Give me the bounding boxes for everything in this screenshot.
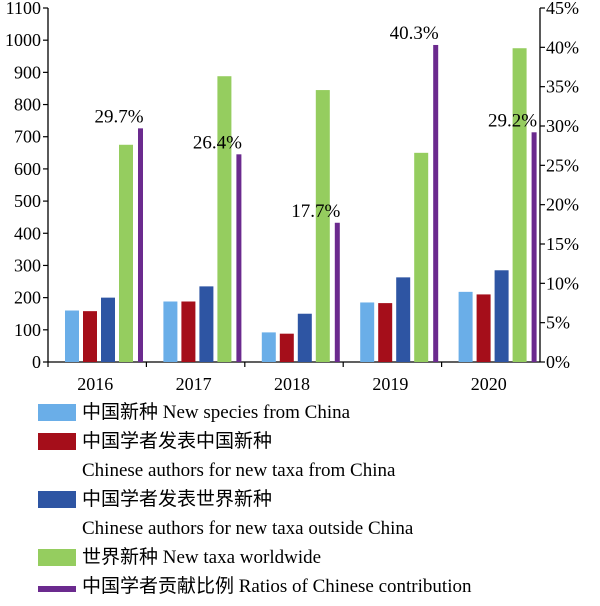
x-tick-label: 2020 bbox=[471, 374, 507, 394]
bar-2016-series-0 bbox=[65, 310, 79, 362]
bar-2017-series-4 bbox=[236, 154, 242, 362]
legend-label-line1: 中国学者发表世界新种 bbox=[82, 489, 273, 510]
right-tick-label: 15% bbox=[546, 234, 579, 254]
legend-swatch bbox=[38, 433, 76, 450]
data-label-2019: 40.3% bbox=[390, 23, 439, 44]
chart: 0 100 200 300 400 500 600 700 800 900 1000 1100 0% 5%… bbox=[5, 0, 579, 394]
bar-2016-series-2 bbox=[101, 297, 115, 362]
data-label-2020: 29.2% bbox=[488, 110, 537, 131]
legend-item: 世界新种 New taxa worldwide bbox=[38, 543, 598, 572]
left-tick-label: 0 bbox=[32, 352, 41, 372]
bar-2020-series-4 bbox=[531, 132, 537, 362]
left-tick-label: 500 bbox=[14, 191, 41, 211]
right-tick-label: 25% bbox=[546, 155, 579, 175]
legend-label-line1: 中国学者贡献比例 Ratios of Chinese contribution bbox=[82, 576, 472, 597]
bar-2017-series-0 bbox=[163, 301, 178, 362]
left-tick-label: 1000 bbox=[5, 30, 41, 50]
left-tick-label: 900 bbox=[14, 62, 41, 82]
bar-2019-series-4 bbox=[433, 44, 439, 363]
bar-2017-series-2 bbox=[199, 286, 214, 362]
right-tick-label: 30% bbox=[546, 116, 579, 136]
bar-2020-series-0 bbox=[458, 291, 473, 362]
legend-label-line1: 世界新种 New taxa worldwide bbox=[82, 547, 322, 568]
legend-label: 中国学者贡献比例 Ratios of Chinese contribution bbox=[82, 572, 471, 601]
legend-swatch bbox=[38, 404, 76, 421]
right-tick-label: 35% bbox=[546, 77, 579, 97]
bar-2017-series-3 bbox=[217, 76, 232, 362]
bar-2016-series-3 bbox=[119, 144, 133, 362]
right-tick-label: 20% bbox=[546, 195, 579, 215]
x-tick-label: 2018 bbox=[274, 374, 310, 394]
bar-2019-series-3 bbox=[414, 152, 429, 362]
legend-swatch bbox=[38, 586, 76, 592]
bar-2020-series-1 bbox=[476, 294, 491, 362]
right-tick-label: 10% bbox=[546, 273, 579, 293]
x-tick-label: 2017 bbox=[176, 374, 212, 394]
legend-item: 中国学者发表世界新种 Chinese authors for new taxa o… bbox=[38, 485, 598, 543]
bar-2018-series-2 bbox=[297, 313, 312, 362]
x-tick-label: 2016 bbox=[77, 374, 113, 394]
bar-2020-series-3 bbox=[512, 48, 527, 363]
legend-item: 中国学者贡献比例 Ratios of Chinese contribution bbox=[38, 572, 598, 601]
legend-label: 中国学者发表中国新种 Chinese authors for new taxa f… bbox=[82, 427, 395, 485]
legend-item: 中国新种 New species from China bbox=[38, 398, 598, 427]
data-label-2017: 26.4% bbox=[193, 132, 242, 153]
bar-2018-series-4 bbox=[334, 222, 340, 362]
left-tick-label: 400 bbox=[14, 223, 41, 243]
bar-2016-series-4 bbox=[138, 128, 143, 362]
chart-legend: 中国新种 New species from China 中国学者发表中国新种 Chi… bbox=[38, 398, 598, 601]
bar-2018-series-1 bbox=[279, 333, 294, 362]
left-tick-label: 800 bbox=[14, 95, 41, 115]
left-tick-label: 600 bbox=[14, 159, 41, 179]
right-tick-label: 0% bbox=[546, 352, 570, 372]
right-tick-label: 40% bbox=[546, 37, 579, 57]
bar-2019-series-1 bbox=[378, 303, 393, 362]
left-tick-label: 300 bbox=[14, 255, 41, 275]
bar-2018-series-3 bbox=[315, 90, 330, 363]
right-tick-label: 45% bbox=[546, 0, 579, 18]
bar-2016-series-1 bbox=[83, 311, 97, 362]
bar-2018-series-0 bbox=[261, 332, 276, 362]
x-tick-label: 2019 bbox=[372, 374, 408, 394]
legend-label-line1: 中国学者发表中国新种 bbox=[82, 431, 273, 452]
legend-label: 中国新种 New species from China bbox=[82, 398, 350, 427]
legend-item: 中国学者发表中国新种 Chinese authors for new taxa f… bbox=[38, 427, 598, 485]
bar-2019-series-0 bbox=[360, 302, 375, 362]
legend-swatch bbox=[38, 549, 76, 566]
bar-2020-series-2 bbox=[494, 270, 509, 362]
left-tick-label: 700 bbox=[14, 127, 41, 147]
left-tick-label: 1100 bbox=[6, 0, 41, 18]
right-tick-label: 5% bbox=[546, 313, 570, 333]
left-tick-label: 200 bbox=[14, 288, 41, 308]
legend-label-line2: Chinese authors for new taxa from China bbox=[82, 460, 396, 481]
left-tick-label: 100 bbox=[14, 320, 41, 340]
legend-label: 世界新种 New taxa worldwide bbox=[82, 543, 321, 572]
legend-label: 中国学者发表世界新种 Chinese authors for new taxa o… bbox=[82, 485, 413, 543]
bar-2017-series-1 bbox=[181, 301, 196, 362]
legend-swatch bbox=[38, 491, 76, 508]
legend-label-line1: 中国新种 New species from China bbox=[82, 402, 351, 423]
legend-label-line2: Chinese authors for new taxa outside Chi… bbox=[82, 518, 414, 539]
bar-2019-series-2 bbox=[396, 277, 411, 362]
data-label-2018: 17.7% bbox=[291, 201, 340, 222]
data-label-2016: 29.7% bbox=[94, 106, 143, 127]
